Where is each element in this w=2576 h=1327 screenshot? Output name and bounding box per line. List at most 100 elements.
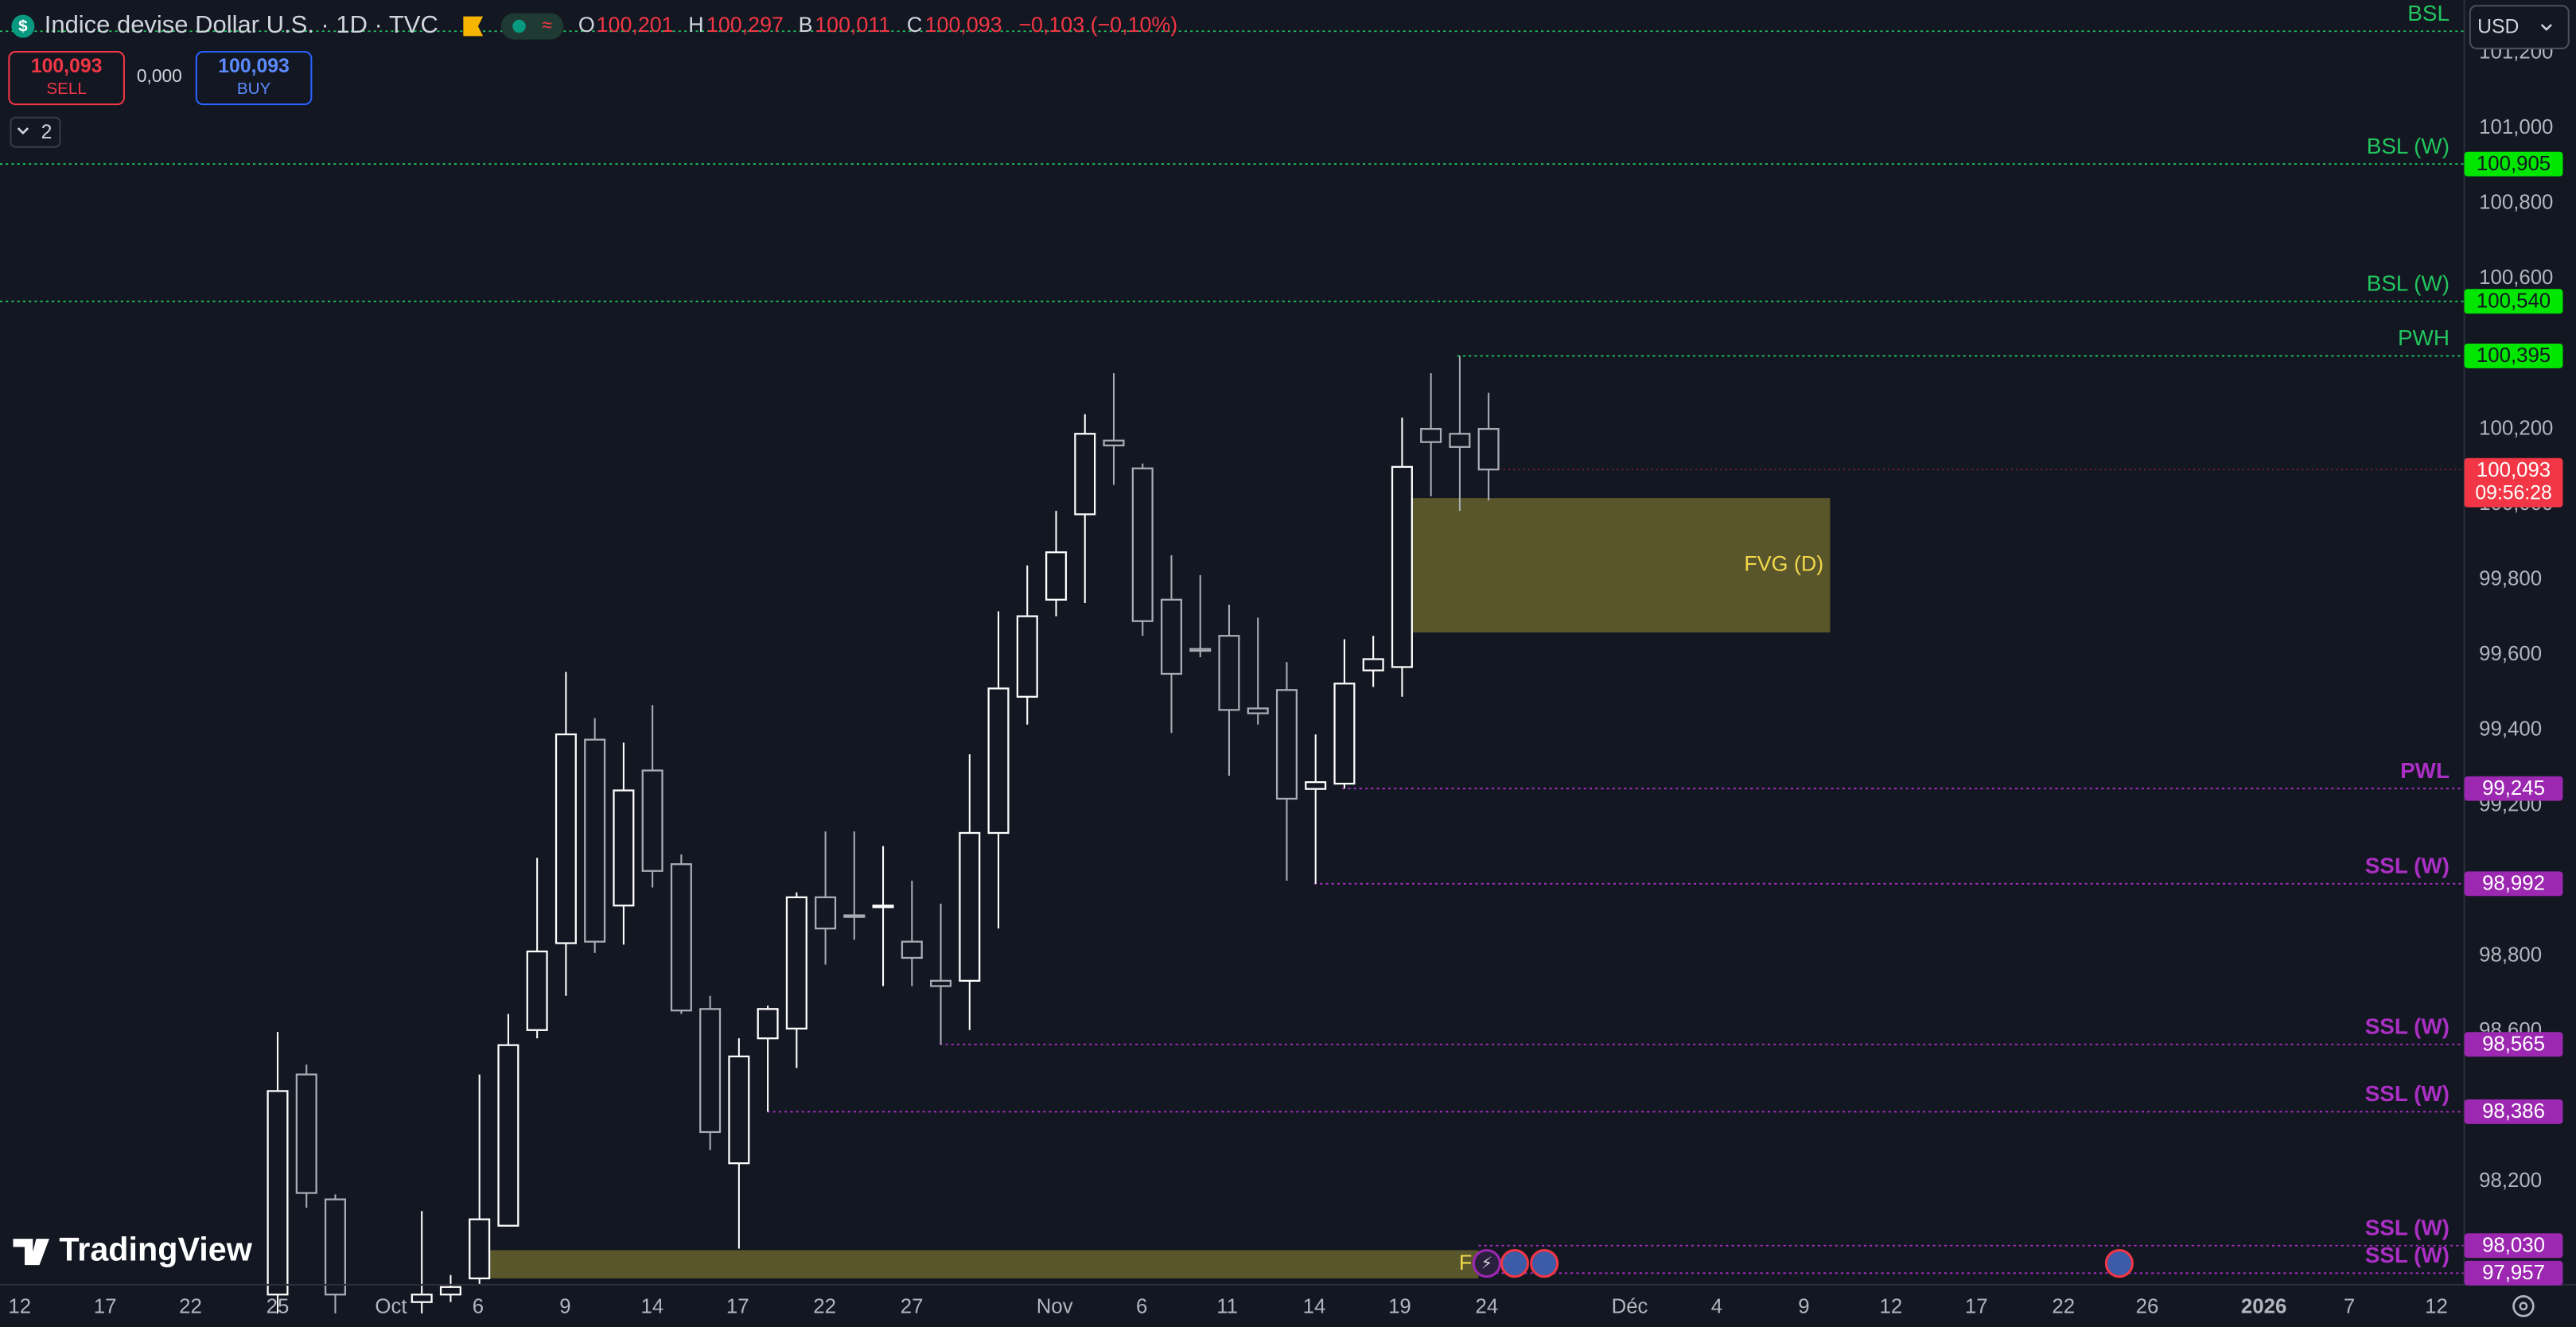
event-icon[interactable] [1500,1249,1530,1278]
price-tag-label: 100,905 [2477,153,2551,175]
logo-text: TradingView [59,1232,252,1268]
price-tag [2464,1233,2563,1259]
chevron [2540,24,2552,31]
candle-body [1477,427,1500,471]
y-tick-label: 100,200 [2479,417,2553,439]
x-tick-label: 12 [2425,1296,2448,1318]
candle-body [728,1055,750,1165]
symbol-icon-glyph: $ [18,18,28,36]
buy-price: 100,093 [218,56,290,77]
candle-body [267,1090,289,1296]
x-tick-label: 22 [813,1296,836,1318]
y-tick-label: 99,600 [2479,643,2542,665]
candle-body [1189,648,1212,652]
candle-body [1362,658,1384,671]
x-tick-label: Oct [375,1296,407,1318]
sell-button[interactable] [8,51,125,106]
x-tick-label: 17 [94,1296,117,1318]
candle-body [1103,439,1125,447]
candle-body [1074,433,1096,516]
candle-body [584,738,606,943]
currency: USD [2477,17,2519,38]
candle-body [439,1286,461,1296]
candle-body [1016,615,1038,698]
ohlc-key: C [907,13,922,37]
x-tick-label: 17 [1965,1296,1988,1318]
candle-body [930,979,952,987]
level-label: PWL [2400,758,2450,783]
level-label: SSL (W) [2365,1243,2450,1267]
fvg-zone [1399,498,1831,632]
countdown: 09:56:28 [2475,483,2551,504]
candle-body [901,940,923,959]
x-tick-label: 22 [2052,1296,2075,1318]
x-tick-label: 25 [267,1296,290,1318]
x-tick-label: 27 [901,1296,924,1318]
x-tick-label: 9 [1798,1296,1809,1318]
price-tag [2464,1260,2563,1286]
level-label: PWH [2398,325,2450,350]
fvg-zone [477,1250,1479,1278]
last-price-label: 100,093 [2477,459,2551,481]
indicators-toggle[interactable] [10,116,61,148]
candle-body [785,896,807,1030]
x-tick-label: 6 [1136,1296,1147,1318]
price-tag-label: 97,957 [2482,1262,2545,1284]
x-tick-label: Déc [1612,1296,1648,1318]
y-tick-label: 98,200 [2479,1169,2542,1192]
y-tick-label: 100,800 [2479,192,2553,214]
event-icon[interactable] [2104,1249,2134,1278]
x-tick-label: 4 [1711,1296,1722,1318]
candle-body [1218,635,1240,711]
x-tick-label: 17 [726,1296,749,1318]
candle-body [497,1044,519,1227]
last-price-tag [2464,457,2563,508]
currency-button[interactable] [2469,5,2570,49]
buy-label: BUY [237,80,271,98]
status-wave: ≈ [542,14,551,35]
price-tag-label: 98,030 [2482,1235,2545,1257]
candle-body [469,1218,491,1280]
candle-body [872,905,894,909]
event-icon[interactable] [1530,1249,1559,1278]
overlay: 100,905 100,540 100,395 99,245 98,992 98,565 9… [1498,151,2563,1286]
candle-body [1305,781,1327,790]
ohlc-value: 100,093 [925,13,1002,37]
candle-body [843,914,866,918]
candle-body [987,687,1010,835]
price-tag-label: 98,386 [2482,1100,2545,1123]
ohlc-value: 100,201 [597,13,674,37]
logo-dot [36,1239,45,1248]
level-label: SSL (W) [2365,1014,2450,1038]
candle-body [670,863,692,1012]
level-label: SSL (W) [2365,854,2450,878]
candle-body [1333,683,1356,785]
x-tick-label: 26 [2136,1296,2159,1318]
buy-button[interactable] [195,51,313,106]
level-label: BSL (W) [2367,270,2450,295]
symbol-title[interactable]: Indice devise Dollar U.S. · 1D · TVC [45,10,438,38]
x-tick-label: 6 [473,1296,484,1318]
candle-body [959,831,981,982]
flag-icon[interactable] [463,16,484,37]
event-icon[interactable] [1472,1249,1501,1278]
x-tick-label: 24 [1476,1296,1499,1318]
price-tag [2464,151,2563,177]
settings-icon-core [2519,1302,2528,1311]
status-pill[interactable] [500,13,564,40]
y-tick-label: 99,800 [2479,568,2542,590]
level-label: SSL (W) [2365,1081,2450,1106]
event-glyph: ⚡ [1481,1255,1492,1273]
x-tick-label: 7 [2344,1296,2355,1318]
price-tag-label: 99,245 [2482,777,2545,800]
candle-body [613,789,635,907]
settings-icon[interactable] [2512,1295,2535,1317]
level-label: BSL (W) [2367,134,2450,158]
candle-body [1275,689,1298,800]
price-tag [2464,1099,2563,1124]
x-tick-label: 11 [1216,1296,1238,1318]
x-tick-label: 9 [559,1296,570,1318]
level-label: SSL (W) [2365,1215,2450,1239]
indicators-count: 2 [41,122,53,143]
